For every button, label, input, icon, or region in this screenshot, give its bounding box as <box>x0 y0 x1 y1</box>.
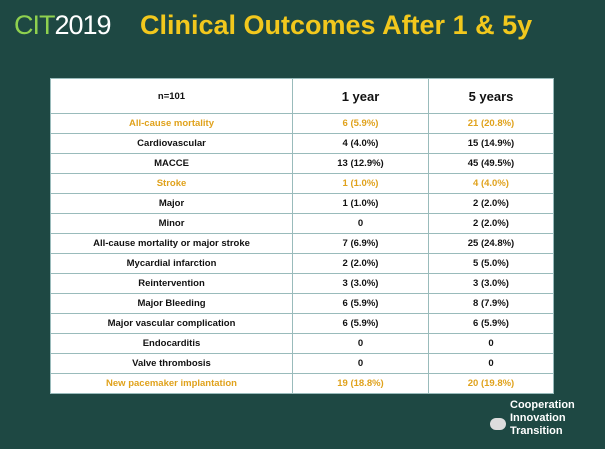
table-cell: 3 (3.0%) <box>292 273 429 294</box>
logo: CIT2019 <box>14 10 112 41</box>
table-cell: Major vascular complication <box>50 313 293 334</box>
table-cell: Mycardial infarction <box>50 253 293 274</box>
wechat-icon <box>490 418 506 430</box>
table-cell: 4 (4.0%) <box>292 133 429 154</box>
table-row: Endocarditis 0 0 <box>50 333 554 354</box>
table-cell: 25 (24.8%) <box>428 233 554 254</box>
table-cell: 7 (6.9%) <box>292 233 429 254</box>
table-cell: 0 <box>428 333 554 354</box>
watermark-line: Cooperation <box>510 399 575 411</box>
table-cell: All-cause mortality <box>50 113 293 134</box>
table-cell: 15 (14.9%) <box>428 133 554 154</box>
table-row: MACCE 13 (12.9%) 45 (49.5%) <box>50 153 554 174</box>
logo-cit: CIT <box>14 10 55 40</box>
table-cell: Major <box>50 193 293 214</box>
column-header: 5 years <box>428 78 554 114</box>
title: Clinical Outcomes After 1 & 5y <box>140 10 533 40</box>
table-row: Reintervention 3 (3.0%) 3 (3.0%) <box>50 273 554 294</box>
table-row: All-cause mortality or major stroke 7 (6.… <box>50 233 554 254</box>
table-cell: 19 (18.8%) <box>292 373 429 394</box>
table-row: Minor 0 2 (2.0%) <box>50 213 554 234</box>
table-cell: 2 (2.0%) <box>428 193 554 214</box>
table-cell: Major Bleeding <box>50 293 293 314</box>
table-cell: 4 (4.0%) <box>428 173 554 194</box>
table-row: Cardiovascular 4 (4.0%) 15 (14.9%) <box>50 133 554 154</box>
table-row: Stroke 1 (1.0%) 4 (4.0%) <box>50 173 554 194</box>
table-cell: New pacemaker implantation <box>50 373 293 394</box>
table-cell: Reintervention <box>50 273 293 294</box>
table-cell: 2 (2.0%) <box>292 253 429 274</box>
table-cell: 6 (5.9%) <box>292 313 429 334</box>
header-row: n=101 1 year 5 years <box>50 78 554 114</box>
watermark: Cooperation Innovation Transition <box>510 399 575 438</box>
table-row: Valve thrombosis 0 0 <box>50 353 554 374</box>
table-cell: 8 (7.9%) <box>428 293 554 314</box>
table-row: Mycardial infarction 2 (2.0%) 5 (5.0%) <box>50 253 554 274</box>
table-cell: 1 (1.0%) <box>292 173 429 194</box>
table-row: Major vascular complication 6 (5.9%) 6 (5.… <box>50 313 554 334</box>
table-cell: 1 (1.0%) <box>292 193 429 214</box>
table-cell: Stroke <box>50 173 293 194</box>
table-row: New pacemaker implantation 19 (18.8%) 20 (… <box>50 373 554 394</box>
table-cell: 13 (12.9%) <box>292 153 429 174</box>
table-cell: Minor <box>50 213 293 234</box>
watermark-line: Transition <box>510 425 563 437</box>
table-cell: Valve thrombosis <box>50 353 293 374</box>
logo-year: 2019 <box>54 10 112 40</box>
table-cell: 21 (20.8%) <box>428 113 554 134</box>
table-cell: 3 (3.0%) <box>428 273 554 294</box>
table-cell: MACCE <box>50 153 293 174</box>
table-cell: 6 (5.9%) <box>292 113 429 134</box>
table-cell: 5 (5.0%) <box>428 253 554 274</box>
column-header: 1 year <box>292 78 429 114</box>
column-header: n=101 <box>50 78 293 114</box>
table-cell: 0 <box>292 213 429 234</box>
outcomes-table: n=101 1 year 5 years All-cause mortality 6 … <box>50 78 554 394</box>
table-cell: Endocarditis <box>50 333 293 354</box>
table-row: All-cause mortality 6 (5.9%) 21 (20.8%) <box>50 113 554 134</box>
table-cell: 0 <box>292 333 429 354</box>
table-row: Major 1 (1.0%) 2 (2.0%) <box>50 193 554 214</box>
table-row: Major Bleeding 6 (5.9%) 8 (7.9%) <box>50 293 554 314</box>
table-cell: 6 (5.9%) <box>292 293 429 314</box>
table-cell: 20 (19.8%) <box>428 373 554 394</box>
table-cell: 6 (5.9%) <box>428 313 554 334</box>
table-cell: All-cause mortality or major stroke <box>50 233 293 254</box>
table-cell: 0 <box>428 353 554 374</box>
table-cell: 0 <box>292 353 429 374</box>
table-cell: 45 (49.5%) <box>428 153 554 174</box>
table-cell: Cardiovascular <box>50 133 293 154</box>
table-cell: 2 (2.0%) <box>428 213 554 234</box>
watermark-line: Innovation <box>510 412 566 424</box>
